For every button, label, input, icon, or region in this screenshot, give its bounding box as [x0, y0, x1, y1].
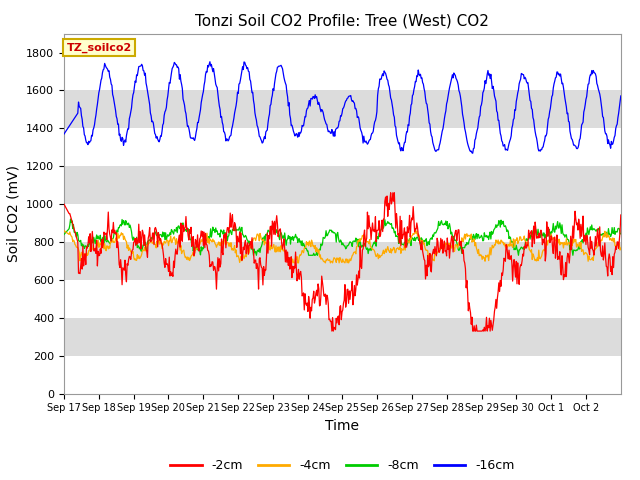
Y-axis label: Soil CO2 (mV): Soil CO2 (mV) [6, 165, 20, 262]
Bar [64, 52, 621, 90]
Bar [64, 318, 621, 356]
Bar [64, 90, 621, 128]
Bar [64, 166, 621, 204]
Title: Tonzi Soil CO2 Profile: Tree (West) CO2: Tonzi Soil CO2 Profile: Tree (West) CO2 [195, 13, 490, 28]
Bar [64, 242, 621, 280]
Bar [64, 204, 621, 242]
Bar [64, 128, 621, 166]
Legend: -2cm, -4cm, -8cm, -16cm: -2cm, -4cm, -8cm, -16cm [165, 455, 520, 477]
X-axis label: Time: Time [325, 419, 360, 433]
Bar [64, 356, 621, 394]
Bar [64, 280, 621, 318]
Text: TZ_soilco2: TZ_soilco2 [67, 43, 132, 53]
